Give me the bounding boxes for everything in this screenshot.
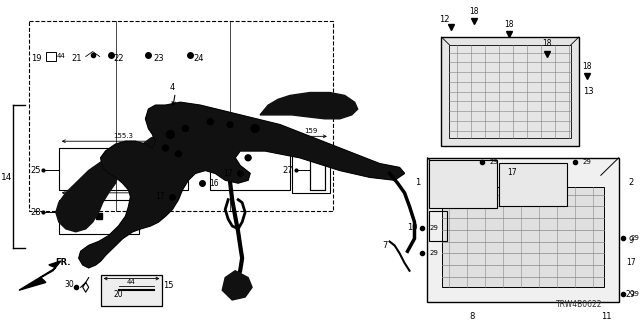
Text: 23: 23 — [153, 54, 164, 63]
Circle shape — [251, 125, 259, 132]
Text: 8: 8 — [470, 312, 475, 320]
Circle shape — [166, 131, 174, 138]
Bar — [428, 158, 619, 302]
Text: 29: 29 — [630, 291, 639, 297]
Text: 29: 29 — [582, 159, 591, 165]
Text: 21: 21 — [72, 54, 82, 63]
Bar — [46, 52, 56, 61]
Text: 155.3: 155.3 — [113, 133, 134, 139]
Text: 9: 9 — [628, 236, 634, 245]
Bar — [59, 200, 138, 234]
Bar — [499, 163, 567, 206]
Text: 13: 13 — [584, 87, 594, 96]
Text: 18: 18 — [470, 7, 479, 16]
Bar — [429, 211, 447, 241]
Text: 19: 19 — [31, 54, 41, 63]
Text: 17: 17 — [223, 169, 233, 178]
Bar — [442, 37, 579, 146]
Text: 100.1: 100.1 — [240, 133, 260, 139]
Bar — [449, 45, 571, 138]
Text: 29: 29 — [626, 290, 636, 299]
Circle shape — [182, 126, 188, 132]
Text: 44: 44 — [127, 279, 136, 285]
Text: 7: 7 — [382, 241, 387, 250]
Bar — [29, 21, 333, 211]
Text: 28: 28 — [31, 208, 41, 217]
Circle shape — [245, 155, 251, 161]
Text: 12: 12 — [439, 15, 450, 24]
Text: 16: 16 — [209, 179, 219, 188]
Text: FR.: FR. — [55, 259, 70, 268]
Text: 14: 14 — [1, 173, 13, 182]
Text: 29: 29 — [490, 159, 499, 165]
Polygon shape — [260, 92, 358, 119]
Text: 44: 44 — [56, 52, 65, 59]
Text: 17: 17 — [156, 192, 165, 201]
Text: 18: 18 — [582, 62, 591, 71]
Polygon shape — [79, 102, 404, 268]
Bar — [310, 148, 325, 190]
Text: 15: 15 — [163, 281, 173, 290]
Bar — [59, 148, 188, 190]
Text: 27: 27 — [283, 166, 293, 175]
Bar — [292, 144, 330, 193]
Polygon shape — [222, 271, 252, 300]
Text: 10: 10 — [407, 223, 418, 232]
Bar — [211, 148, 290, 190]
Text: 70: 70 — [94, 185, 103, 191]
Text: 20: 20 — [114, 290, 124, 299]
Bar — [100, 275, 163, 306]
Text: 11: 11 — [602, 312, 612, 320]
Text: 25: 25 — [31, 166, 41, 175]
Text: 29: 29 — [430, 225, 439, 231]
Text: 4: 4 — [170, 83, 175, 92]
Text: 159: 159 — [304, 128, 317, 134]
Text: 30: 30 — [64, 280, 74, 289]
Text: 24: 24 — [193, 54, 204, 63]
Circle shape — [175, 151, 181, 157]
Text: 22: 22 — [113, 54, 124, 63]
Text: 29: 29 — [430, 250, 439, 256]
Bar — [442, 187, 604, 287]
Text: 29: 29 — [630, 235, 639, 241]
Text: 18: 18 — [542, 39, 552, 48]
Circle shape — [163, 145, 168, 151]
Polygon shape — [56, 144, 129, 232]
Bar — [310, 148, 325, 190]
Text: 2: 2 — [628, 178, 634, 187]
Polygon shape — [19, 261, 61, 290]
Text: 1: 1 — [415, 178, 420, 187]
Text: 26: 26 — [183, 166, 194, 175]
Text: 18: 18 — [504, 20, 514, 29]
Circle shape — [207, 119, 213, 125]
Polygon shape — [136, 134, 159, 161]
Text: 17: 17 — [626, 259, 636, 268]
Bar — [429, 160, 497, 208]
Text: 17: 17 — [508, 168, 517, 177]
Text: TRW4B0622: TRW4B0622 — [556, 300, 602, 309]
Circle shape — [227, 122, 233, 128]
